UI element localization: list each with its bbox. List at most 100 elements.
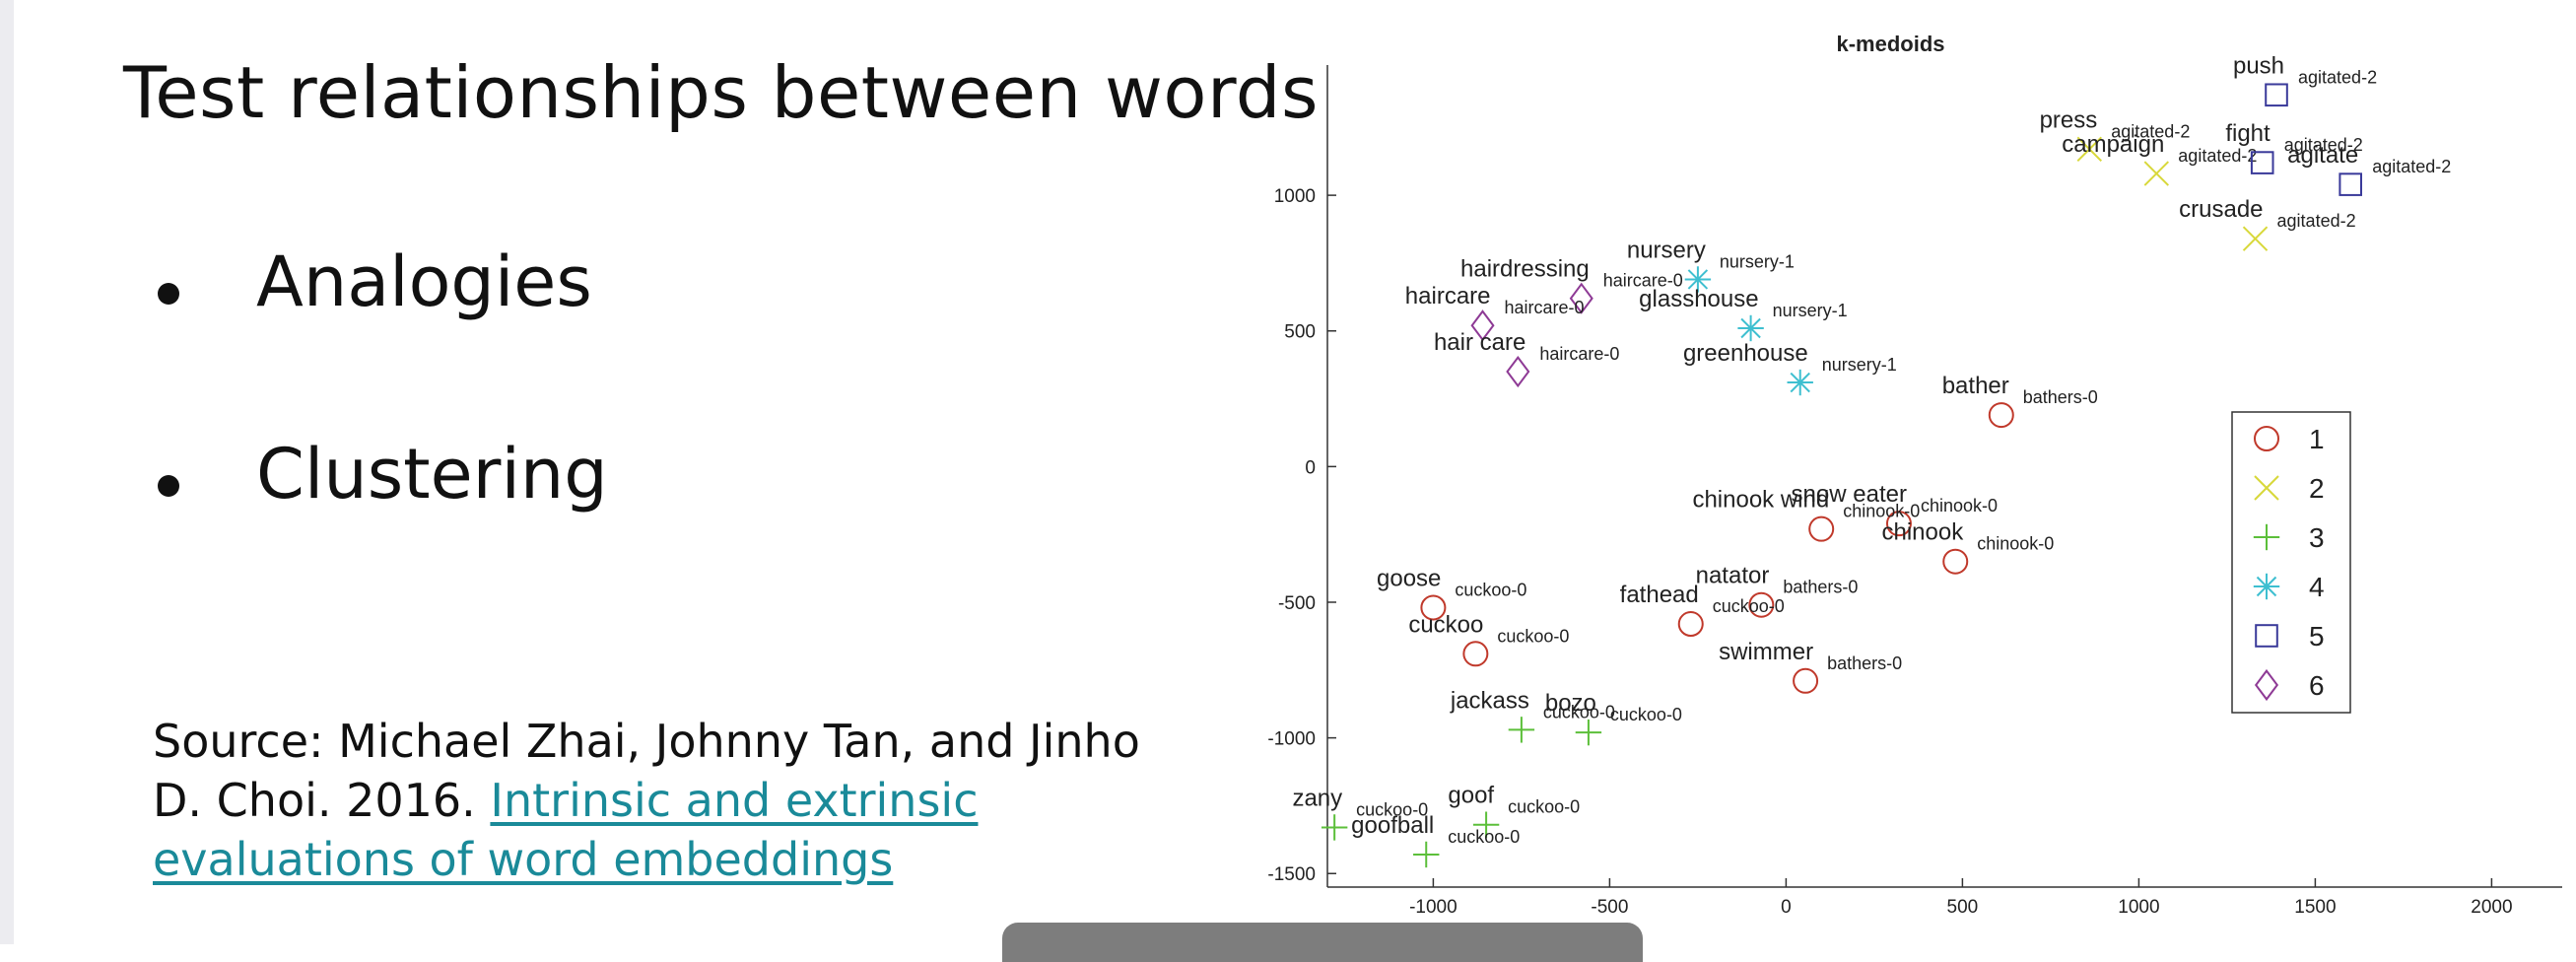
point-word-label: bather [1942, 373, 2009, 399]
square-marker [2339, 173, 2361, 195]
bottom-scroll-handle[interactable] [1002, 923, 1643, 962]
data-point [1788, 370, 1813, 395]
x-tick-label: 1500 [2294, 897, 2336, 918]
legend-box [2232, 412, 2350, 713]
data-point [1990, 403, 2013, 427]
bullet-item: Analogies [148, 241, 608, 434]
x-tick-label: -500 [1591, 897, 1628, 918]
point-cluster-label: chinook-0 [1977, 534, 2054, 554]
data-point [1794, 669, 1817, 693]
k-medoids-scatter-chart: k-medoids-1000 -500 0 500 1000 1500 2000100050… [1163, 0, 2576, 944]
point-cluster-label: haircare-0 [1539, 344, 1619, 364]
point-word-label: glasshouse [1639, 286, 1758, 312]
point-word-label: hair care [1434, 329, 1525, 356]
point-cluster-label: cuckoo-0 [1455, 580, 1526, 599]
point-word-label: goose [1377, 565, 1441, 591]
point-word-label: fathead [1620, 582, 1699, 608]
data-point [2339, 173, 2361, 195]
point-word-label: zany [1292, 785, 1342, 811]
legend-label: 3 [2309, 522, 2325, 553]
point-word-label: haircare [1405, 283, 1491, 309]
point-word-label: natator [1696, 563, 1770, 589]
data-point [1463, 642, 1487, 665]
slide-title: Test relationships between words [123, 51, 1319, 134]
point-cluster-label: bathers-0 [2023, 387, 2098, 407]
point-word-label: campaign [2062, 131, 2164, 158]
x-tick-label: -1000 [1409, 897, 1457, 918]
data-point [1737, 315, 1763, 341]
legend-label: 1 [2309, 424, 2325, 454]
legend-label: 2 [2309, 473, 2325, 504]
circle-marker [1990, 403, 2013, 427]
y-tick-label: 0 [1305, 457, 1316, 478]
bullet-list: Analogies Clustering [148, 241, 608, 626]
point-cluster-label: cuckoo-0 [1713, 596, 1785, 616]
legend-label: 5 [2309, 621, 2325, 652]
point-cluster-label: chinook-0 [1921, 496, 1998, 515]
legend-label: 6 [2309, 670, 2325, 701]
data-point [1508, 358, 1529, 386]
diamond-marker [1508, 358, 1529, 386]
point-word-label: agitate [2287, 142, 2358, 169]
point-word-label: jackass [1450, 687, 1529, 714]
point-word-label: bozo [1545, 690, 1596, 717]
point-word-label: crusade [2179, 196, 2263, 223]
square-marker [2266, 84, 2287, 105]
bullet-dot-icon [158, 475, 179, 497]
point-cluster-label: bathers-0 [1827, 653, 1902, 673]
point-cluster-label: nursery-1 [1822, 355, 1897, 375]
data-point [1679, 612, 1703, 636]
x-tick-label: 500 [1947, 897, 1979, 918]
point-cluster-label: agitated-2 [2178, 146, 2257, 166]
x-tick-label: 0 [1781, 897, 1792, 918]
point-word-label: nursery [1627, 237, 1706, 263]
y-tick-label: 500 [1284, 322, 1316, 343]
y-tick-label: -500 [1278, 593, 1316, 614]
circle-marker [1794, 669, 1817, 693]
point-cluster-label: nursery-1 [1773, 301, 1848, 320]
point-word-label: press [2040, 106, 2098, 133]
data-point [1943, 550, 1967, 574]
bullet-dot-icon [158, 283, 179, 305]
data-point [1576, 720, 1601, 745]
point-cluster-label: bathers-0 [1783, 578, 1858, 597]
chart-title: k-medoids [1836, 32, 1944, 56]
legend-marker [2254, 574, 2279, 599]
point-cluster-label: cuckoo-0 [1610, 705, 1682, 724]
point-cluster-label: cuckoo-0 [1448, 827, 1520, 847]
point-word-label: cuckoo [1408, 611, 1483, 638]
point-cluster-label: cuckoo-0 [1497, 626, 1569, 646]
point-cluster-label: haircare-0 [1505, 298, 1585, 317]
point-word-label: hairdressing [1460, 256, 1590, 283]
point-word-label: goofball [1351, 812, 1434, 839]
chart-legend: 1 2 3 4 5 6 [2232, 412, 2350, 713]
y-tick-label: -1000 [1267, 729, 1316, 750]
point-word-label: goof [1448, 783, 1494, 809]
bullet-item: Clustering [148, 434, 608, 626]
point-word-label: swimmer [1719, 639, 1813, 665]
point-cluster-label: agitated-2 [2277, 211, 2356, 231]
point-cluster-label: agitated-2 [2298, 67, 2377, 87]
data-point [1413, 842, 1439, 867]
bullet-text: Clustering [256, 434, 608, 515]
data-point [2144, 162, 2168, 185]
circle-marker [1943, 550, 1967, 574]
y-tick-label: 1000 [1274, 186, 1316, 207]
left-edge-strip [0, 0, 14, 944]
data-point [1322, 814, 1347, 840]
circle-marker [1679, 612, 1703, 636]
circle-marker [1809, 517, 1833, 541]
bullet-text: Analogies [256, 241, 592, 322]
point-word-label: chinook wind [1692, 487, 1829, 514]
point-word-label: chinook [1882, 519, 1965, 546]
point-word-label: fight [2225, 120, 2271, 147]
y-tick-label: -1500 [1267, 864, 1316, 885]
circle-marker [1463, 642, 1487, 665]
point-word-label: push [2233, 52, 2284, 79]
data-point [1809, 517, 1833, 541]
legend-label: 4 [2309, 572, 2325, 602]
x-tick-label: 2000 [2471, 897, 2512, 918]
point-cluster-label: chinook-0 [1843, 502, 1920, 521]
point-cluster-label: agitated-2 [2372, 157, 2451, 176]
point-cluster-label: cuckoo-0 [1508, 797, 1580, 817]
